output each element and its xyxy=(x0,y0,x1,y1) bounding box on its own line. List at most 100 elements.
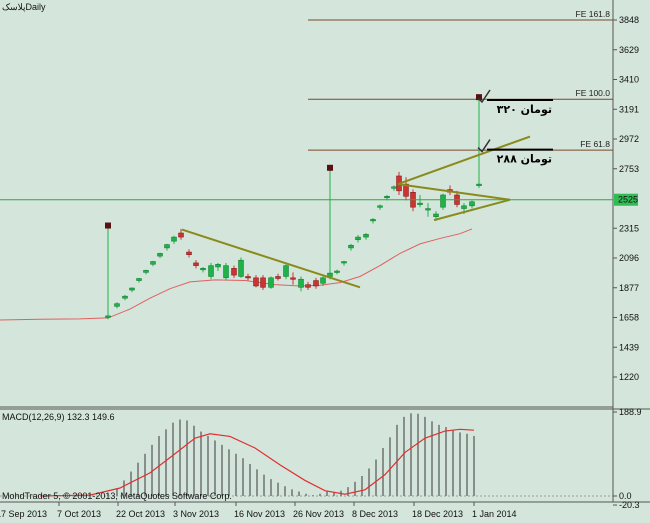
check-icon xyxy=(477,89,491,104)
candle xyxy=(122,294,128,301)
candle-body xyxy=(283,265,289,277)
y-tick-label: 2096 xyxy=(619,253,639,263)
trendline xyxy=(433,198,511,222)
macd-tick-label: 0.0 xyxy=(619,491,632,501)
candle-body xyxy=(129,287,135,291)
candle-body xyxy=(193,262,199,266)
check-icon xyxy=(477,139,491,153)
y-tick-label: 1220 xyxy=(619,372,639,382)
y-tick-label: 2753 xyxy=(619,164,639,174)
y-tick-label: 3410 xyxy=(619,75,639,85)
candle-body xyxy=(298,278,304,288)
candle-body xyxy=(476,183,482,186)
chart-title: پلاسکDaily xyxy=(2,2,46,13)
x-tick-label: 17 Sep 2013 xyxy=(0,509,47,519)
candle-body xyxy=(403,183,409,197)
candle-body xyxy=(313,280,319,287)
x-tick-label: 3 Nov 2013 xyxy=(173,509,219,519)
candle-body xyxy=(157,253,163,257)
candle-body xyxy=(433,213,439,217)
candle xyxy=(334,269,340,275)
candle-high-marker xyxy=(105,222,111,229)
candle xyxy=(327,164,333,280)
moving-average xyxy=(0,228,473,321)
candle-body xyxy=(171,236,177,242)
annotation-text: ۲۸۸ تومان xyxy=(497,153,552,166)
candle xyxy=(283,264,289,280)
candle xyxy=(231,265,237,278)
candle xyxy=(377,204,383,210)
fib-label: FE 61.8 xyxy=(580,139,610,149)
candle xyxy=(363,233,369,240)
x-tick-label: 18 Dec 2013 xyxy=(412,509,463,519)
price-axis: 1220 1439 1658 1877 2096 2315 2753 2972 3191 3410… xyxy=(613,15,639,382)
candle xyxy=(341,260,347,266)
candle xyxy=(290,272,296,285)
candle xyxy=(105,222,111,320)
candle-body xyxy=(122,295,128,299)
candle-body xyxy=(363,234,369,238)
candle xyxy=(223,262,229,281)
y-tick-label: 2315 xyxy=(619,223,639,233)
candle-body xyxy=(150,261,156,265)
candle xyxy=(305,281,311,291)
candle-high-marker xyxy=(327,164,333,171)
trendline xyxy=(397,135,531,186)
x-tick-label: 26 Nov 2013 xyxy=(293,509,344,519)
y-tick-label: 3848 xyxy=(619,15,639,25)
candle-body xyxy=(208,265,214,277)
current-price-badge xyxy=(614,193,638,206)
candle xyxy=(143,269,149,275)
candle-body xyxy=(348,244,354,249)
candle-body xyxy=(275,276,281,279)
candle-body xyxy=(231,268,237,276)
candle-body xyxy=(355,236,361,241)
candle xyxy=(275,273,281,281)
candle xyxy=(136,277,142,283)
candle xyxy=(313,277,319,289)
candle xyxy=(355,235,361,243)
candle xyxy=(178,228,184,240)
candle-body xyxy=(384,196,390,199)
candle-body xyxy=(164,244,170,249)
fib-label: FE 161.8 xyxy=(576,9,611,19)
candle xyxy=(245,273,251,281)
candle xyxy=(268,276,274,289)
candle-body xyxy=(178,232,184,238)
candle-body xyxy=(417,202,423,205)
candle xyxy=(469,200,475,209)
candle xyxy=(370,218,376,224)
candle xyxy=(417,194,423,208)
footer-credit: MohdTrader 5, © 2001-2013, MetaQuotes So… xyxy=(2,491,232,501)
candle-body xyxy=(327,272,333,277)
candle xyxy=(164,243,170,251)
candle-body xyxy=(253,277,259,287)
candle-body xyxy=(245,276,251,279)
y-tick-label: 1658 xyxy=(619,313,639,323)
candle xyxy=(348,243,354,251)
trendline xyxy=(181,228,361,289)
current-price-label: 2525 xyxy=(618,195,638,205)
candle-body xyxy=(305,284,311,288)
macd-tick-label: -20.3 xyxy=(619,500,640,510)
candle-body xyxy=(114,303,120,307)
candle-high-marker xyxy=(476,94,482,101)
candle xyxy=(476,94,482,189)
y-tick-label: 2972 xyxy=(619,134,639,144)
x-tick-label: 1 Jan 2014 xyxy=(472,509,517,519)
candle xyxy=(440,193,446,210)
x-tick-label: 8 Dec 2013 xyxy=(352,509,398,519)
candle xyxy=(215,262,221,272)
annotation-text: ۳۲۰ تومان xyxy=(497,103,552,116)
candle-body xyxy=(440,194,446,208)
candle-body xyxy=(320,277,326,284)
candle-body xyxy=(186,251,192,255)
candle-body xyxy=(334,270,340,273)
annotations: ۳۲۰ تومان ۲۸۸ تومان xyxy=(477,89,553,166)
candle xyxy=(150,260,156,267)
candle xyxy=(157,252,163,259)
candle-body xyxy=(377,205,383,208)
time-axis: 17 Sep 2013 7 Oct 2013 22 Oct 2013 3 Nov 20… xyxy=(0,502,517,519)
candle-body xyxy=(260,277,266,288)
